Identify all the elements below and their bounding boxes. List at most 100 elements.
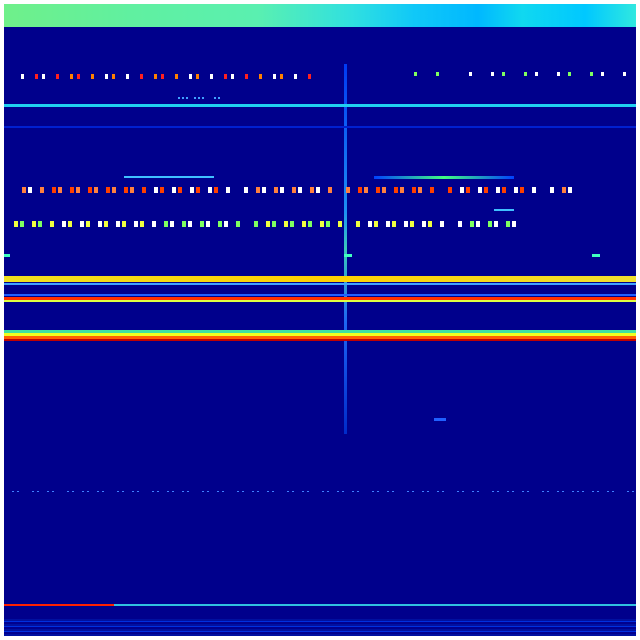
dotted-line: [32, 491, 34, 492]
blob: [344, 254, 352, 257]
faint-dash: [214, 97, 216, 99]
red-dash: [77, 74, 80, 79]
red-dash: [52, 187, 56, 193]
dotted-line: [472, 491, 474, 492]
dotted-line: [287, 491, 289, 492]
yellow-dash: [32, 221, 36, 227]
green-dash: [502, 72, 505, 76]
red-dash: [394, 187, 398, 193]
streak-green: [374, 176, 514, 179]
yellow-dash: [218, 221, 222, 227]
dotted-line: [522, 491, 524, 492]
faint-line: [4, 126, 636, 128]
red-dash: [316, 187, 320, 193]
dotted-line: [337, 491, 339, 492]
dotted-line: [252, 491, 254, 492]
yellow-dash: [320, 221, 324, 227]
dotted-line: [427, 491, 429, 492]
dotted-line: [242, 491, 244, 492]
dotted-line: [377, 491, 379, 492]
yellow-dash: [38, 221, 42, 227]
red-dash: [273, 74, 276, 79]
blob: [592, 254, 600, 257]
yellow-dash: [284, 221, 288, 227]
dotted-line: [267, 491, 269, 492]
yellow-dash: [374, 221, 378, 227]
red-dash: [70, 74, 73, 79]
red-dash: [418, 187, 422, 193]
red-dash: [106, 187, 110, 193]
green-dash: [601, 72, 604, 76]
red-dash: [400, 187, 404, 193]
dotted-line: [67, 491, 69, 492]
yellow-dash: [80, 221, 84, 227]
red-dash: [154, 74, 157, 79]
green-dash: [469, 72, 472, 76]
yellow-dash: [122, 221, 126, 227]
red-dash: [130, 187, 134, 193]
red-dash: [298, 187, 302, 193]
red-dash: [214, 187, 218, 193]
dotted-line: [592, 491, 594, 492]
red-dash: [262, 187, 266, 193]
red-dash: [412, 187, 416, 193]
red-dash: [562, 187, 566, 193]
dotted-line: [497, 491, 499, 492]
cyan-bottom-line: [4, 604, 636, 606]
dotted-line: [607, 491, 609, 492]
red-dash: [364, 187, 368, 193]
red-dash: [126, 74, 129, 79]
green-dash: [524, 72, 527, 76]
dotted-line: [457, 491, 459, 492]
yellow-dash: [338, 221, 342, 227]
green-dash: [590, 72, 593, 76]
red-dash: [244, 187, 248, 193]
dotted-line: [187, 491, 189, 492]
yellow-dash: [386, 221, 390, 227]
red-dash: [56, 74, 59, 79]
dotted-line: [512, 491, 514, 492]
dotted-line: [117, 491, 119, 492]
yellow-dash: [14, 221, 18, 227]
yellow-dash: [20, 221, 24, 227]
green-dash: [414, 72, 417, 76]
red-dash: [448, 187, 452, 193]
red-dash: [231, 74, 234, 79]
yellow-dash: [116, 221, 120, 227]
dotted-line: [372, 491, 374, 492]
dotted-line: [257, 491, 259, 492]
red-dash: [514, 187, 518, 193]
red-dash: [358, 187, 362, 193]
red-dash: [189, 74, 192, 79]
red-dash: [376, 187, 380, 193]
red-dash: [308, 74, 311, 79]
dotted-line: [302, 491, 304, 492]
yellow-dash: [428, 221, 432, 227]
red-dash: [178, 187, 182, 193]
dotted-line: [437, 491, 439, 492]
dotted-line: [102, 491, 104, 492]
red-dash: [124, 187, 128, 193]
red-dash: [196, 74, 199, 79]
yellow-dash: [458, 221, 462, 227]
streak-cyan: [124, 176, 214, 178]
red-dash: [484, 187, 488, 193]
red-dash: [58, 187, 62, 193]
red-dash: [224, 74, 227, 79]
dotted-line: [152, 491, 154, 492]
red-dash: [466, 187, 470, 193]
red-dash: [105, 74, 108, 79]
red-dash: [550, 187, 554, 193]
red-dash: [190, 187, 194, 193]
green-dash: [436, 72, 439, 76]
dotted-line: [542, 491, 544, 492]
dotted-line: [412, 491, 414, 492]
dotted-line: [342, 491, 344, 492]
yellow-dash: [488, 221, 492, 227]
green-band: [4, 330, 636, 333]
yellow-dash: [308, 221, 312, 227]
yellow-dash: [140, 221, 144, 227]
red-dash: [22, 187, 26, 193]
yellow-dash: [512, 221, 516, 227]
yellow-dash: [440, 221, 444, 227]
